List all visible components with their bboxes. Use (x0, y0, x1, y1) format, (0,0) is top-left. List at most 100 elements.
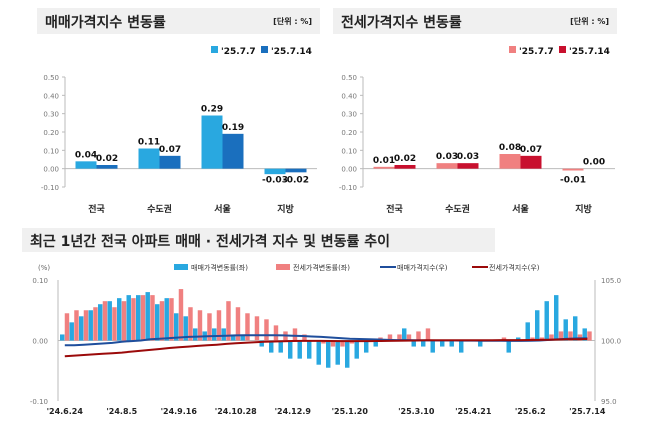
y-tick-label: 0.30 (43, 111, 59, 119)
bar-jeonse-rate (340, 340, 345, 347)
category-label: 수도권 (445, 203, 470, 215)
bar-jeonse-rate (292, 328, 298, 341)
data-label: 0.11 (138, 138, 160, 148)
bar-'25.7.7 (264, 168, 286, 175)
bar-sale-rate (573, 316, 578, 341)
bar-sale-rate (231, 334, 236, 341)
bar-jeonse-rate (159, 301, 165, 341)
bar-sale-rate (516, 337, 521, 341)
bar-sale-rate (221, 328, 226, 341)
bar-jeonse-rate (387, 334, 393, 341)
bar-'25.7.7 (138, 148, 160, 169)
data-label: 0.04 (75, 150, 97, 160)
x-tick-label: '24.8.5 (106, 407, 137, 416)
data-label: -0.03 (262, 176, 288, 186)
bar-jeonse-rate (273, 325, 279, 341)
bar-sale-rate (278, 340, 283, 353)
bar-'25.7.7 (562, 168, 584, 171)
legend-label: '25.7.7 (221, 47, 256, 57)
legend-label: '25.7.14 (569, 47, 610, 57)
data-label: 0.00 (583, 158, 605, 168)
bar-sale-rate (212, 328, 217, 341)
bar-sale-rate (478, 340, 483, 347)
bar-jeonse-rate (558, 331, 564, 341)
y-tick-label: 0.20 (341, 129, 357, 137)
legend-label: 매매가격변동률(좌) (191, 263, 248, 272)
bar-sale-rate (164, 298, 169, 341)
legend-label: 매매가격지수(우) (397, 263, 448, 272)
bar-jeonse-rate (197, 310, 203, 341)
bar-sale-rate (174, 313, 179, 341)
category-label: 전국 (88, 203, 105, 215)
bar-jeonse-rate (131, 298, 136, 341)
bar-sale-rate (563, 319, 568, 341)
bar-jeonse-rate (207, 313, 212, 341)
bar-sale-rate (364, 340, 369, 353)
legend-swatch (261, 46, 268, 53)
y-tick-label: 0.50 (43, 74, 59, 82)
y2-tick-label: 100.0 (601, 338, 621, 346)
x-tick-label: '25.1.20 (332, 407, 369, 416)
legend-label: '25.7.14 (271, 47, 312, 57)
data-label: 0.03 (436, 152, 458, 162)
bar-sale-rate (183, 316, 188, 341)
bar-jeonse-rate (64, 313, 70, 341)
legend-label: 전세가격지수(우) (489, 263, 540, 272)
category-label: 지방 (575, 203, 592, 215)
bar-sale-rate (269, 340, 274, 353)
data-label: 0.08 (499, 143, 521, 153)
y2-tick-label: 95.0 (601, 398, 617, 406)
data-label: 0.07 (159, 145, 181, 155)
bar-sale-rate (440, 340, 445, 347)
bar-sale-rate (126, 295, 131, 341)
sale-chart-title-bar: 매매가격지수 변동률 [단위 : %] (37, 8, 320, 34)
bar-sale-rate (506, 340, 511, 353)
sale-chart-title: 매매가격지수 변동률 (45, 15, 166, 31)
bar-jeonse-rate (416, 331, 421, 341)
bar-sale-rate (544, 301, 549, 341)
y-tick-label: 0.40 (43, 92, 59, 100)
y-tick-label: -0.10 (30, 398, 48, 406)
jeonse-chart-title-bar: 전세가격지수 변동률 [단위 : %] (333, 8, 617, 34)
bar-jeonse-rate (216, 310, 222, 341)
bar-sale-rate (459, 340, 464, 353)
bar-jeonse-rate (406, 334, 412, 341)
data-label: 0.19 (222, 123, 244, 133)
legend-swatch (211, 46, 218, 53)
legend-swatch (559, 46, 566, 53)
bar-sale-rate (117, 298, 122, 341)
data-label: -0.02 (283, 176, 309, 186)
y-tick-label: 0.30 (341, 111, 357, 119)
bar-jeonse-rate (226, 301, 231, 341)
bar-jeonse-rate (235, 307, 241, 341)
x-tick-label: '25.4.21 (455, 407, 492, 416)
bar-jeonse-rate (425, 328, 431, 341)
bar-'25.7.14 (159, 155, 181, 169)
bar-sale-rate (373, 340, 378, 347)
line-jeonse-index (64, 338, 588, 358)
x-tick-label: '25.3.10 (398, 407, 435, 416)
bar-jeonse-rate (169, 298, 174, 341)
x-tick-label: '24.10.28 (215, 407, 257, 416)
jeonse-chart-title: 전세가격지수 변동률 (341, 15, 462, 31)
legend-swatch (276, 264, 290, 270)
y-tick-label: 0.20 (43, 129, 59, 137)
bar-jeonse-rate (397, 334, 402, 341)
bar-'25.7.14 (222, 133, 244, 169)
y-tick-label: 0.00 (32, 338, 48, 346)
bar-jeonse-rate (302, 334, 307, 341)
y-tick-label: 0.10 (43, 147, 59, 155)
legend-label: '25.7.7 (519, 47, 554, 57)
bar-jeonse-rate (112, 307, 117, 341)
category-label: 수도권 (147, 203, 172, 215)
y-tick-label: 0.10 (32, 277, 48, 285)
x-tick-label: '24.9.16 (161, 407, 198, 416)
bar-sale-rate (240, 334, 245, 341)
bar-sale-rate (421, 340, 426, 347)
bar-'25.7.7 (201, 115, 223, 169)
bar-sale-rate (402, 328, 407, 341)
bar-jeonse-rate (188, 307, 193, 341)
bar-jeonse-rate (74, 310, 79, 341)
bar-'25.7.14 (96, 165, 118, 169)
